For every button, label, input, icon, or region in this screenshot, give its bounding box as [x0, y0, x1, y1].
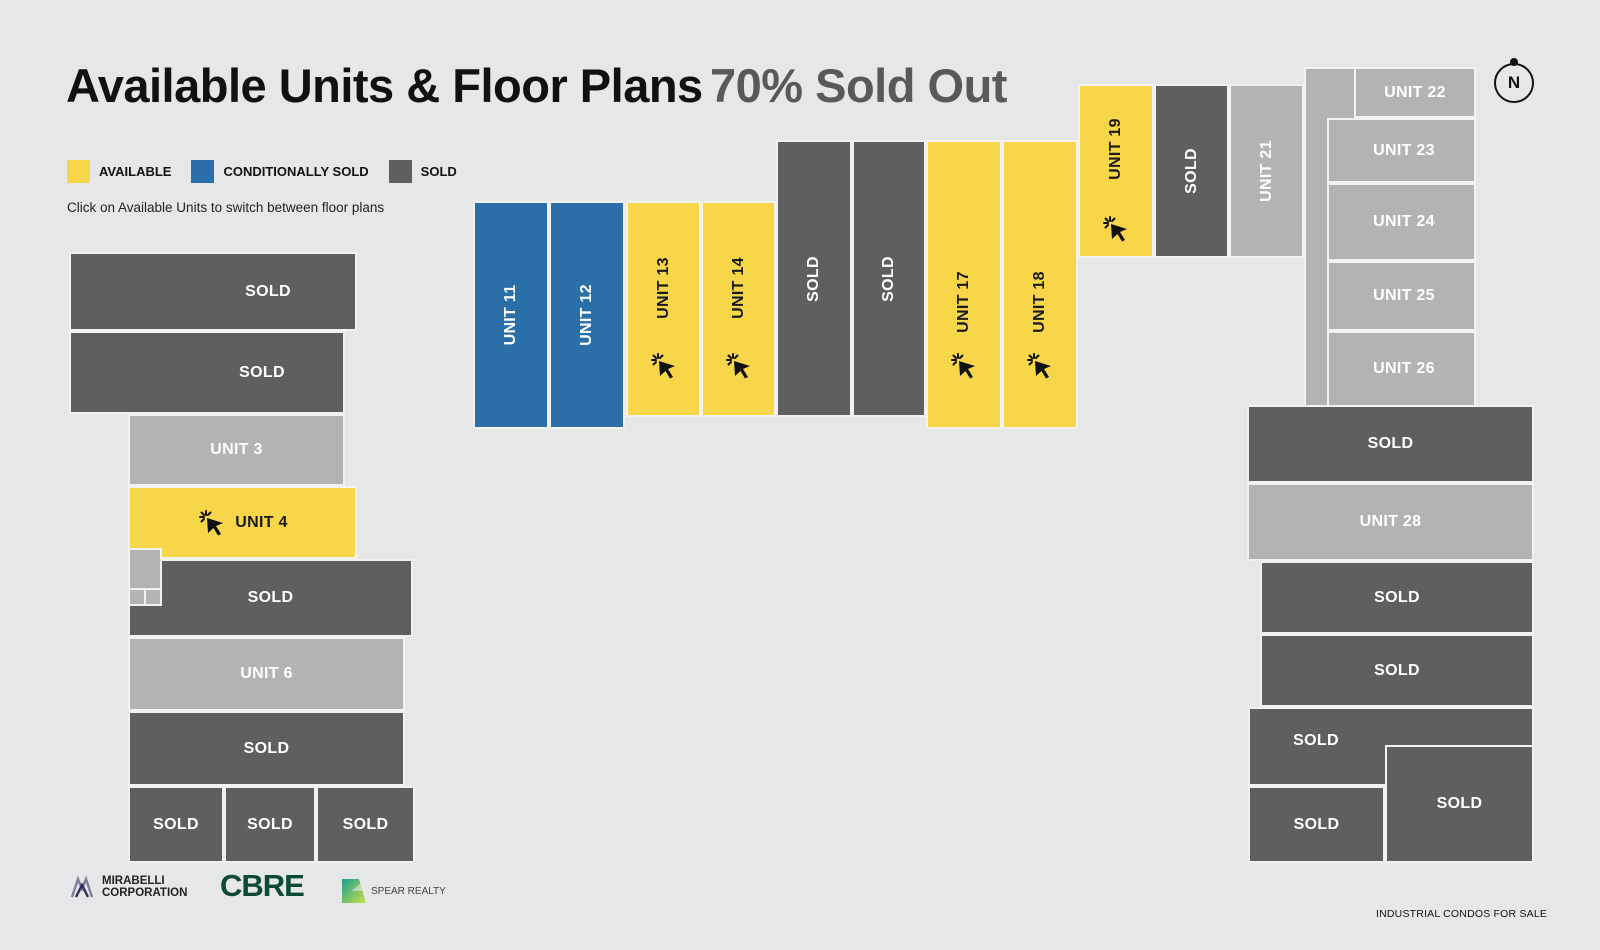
spear-realty-logo-mark [342, 879, 366, 903]
east-unit-23: UNIT 23 [1327, 118, 1476, 183]
click-cursor-icon [1025, 351, 1055, 381]
legend-label-sold: SOLD [420, 164, 457, 179]
west-unit-3: UNIT 3 [128, 414, 345, 486]
unit-label: SOLD [805, 255, 822, 302]
click-cursor-icon [197, 508, 227, 538]
legend-label-available: AVAILABLE [99, 164, 172, 179]
unit-label: UNIT 13 [654, 256, 672, 319]
unit-label: SOLD [153, 815, 199, 833]
unit-label: SOLD [880, 255, 897, 302]
unit-label: SOLD [243, 739, 290, 757]
unit-label: SOLD [1374, 661, 1420, 679]
west-unit-1: SOLD [69, 252, 357, 331]
west-unit-6: UNIT 6 [128, 637, 405, 711]
click-cursor-icon [724, 351, 754, 381]
north-unit-20: SOLD [1154, 84, 1229, 258]
north-unit-16: SOLD [852, 140, 926, 417]
west-unit-2: SOLD [69, 331, 345, 414]
legend-swatch-available [67, 160, 90, 183]
east-unit-27: SOLD [1247, 405, 1534, 483]
north-unit-11: UNIT 11 [473, 201, 549, 429]
legend: AVAILABLE CONDITIONALLY SOLD SOLD [67, 160, 477, 183]
north-unit-17[interactable]: UNIT 17 [926, 140, 1002, 429]
page-title: Available Units & Floor Plans [66, 59, 703, 112]
unit-label: UNIT 26 [1373, 360, 1435, 377]
click-cursor-icon [1101, 214, 1131, 244]
north-compass-icon: N [1494, 63, 1534, 103]
legend-swatch-sold [388, 160, 412, 183]
east-unit-22: UNIT 22 [1354, 67, 1476, 118]
instruction-text: Click on Available Units to switch betwe… [67, 200, 385, 215]
compass-marker [1510, 58, 1518, 66]
unit-label: UNIT 24 [1373, 213, 1435, 230]
unit-label: UNIT 25 [1373, 287, 1435, 304]
unit-label: UNIT 22 [1384, 83, 1446, 101]
west-unit-10: SOLD [316, 786, 415, 863]
unit-label: UNIT 21 [1257, 140, 1275, 202]
mirabelli-logo-text: MIRABELLI CORPORATION [102, 875, 188, 899]
legend-label-conditionally-sold: CONDITIONALLY SOLD [223, 164, 369, 179]
unit-label: UNIT 3 [210, 441, 263, 458]
unit-label: UNIT 28 [1359, 513, 1422, 530]
legend-swatch-conditionally-sold [191, 160, 215, 183]
unit-label: UNIT 11 [502, 284, 519, 346]
north-unit-21: UNIT 21 [1229, 84, 1304, 258]
click-cursor-icon [649, 351, 679, 381]
unit-label: UNIT 4 [235, 513, 288, 531]
unit-label: UNIT 12 [578, 284, 595, 346]
north-unit-15: SOLD [776, 140, 852, 417]
north-unit-14[interactable]: UNIT 14 [701, 201, 776, 417]
click-cursor-icon [949, 351, 979, 381]
mirabelli-logo-mark [70, 875, 94, 898]
east-unit-29: SOLD [1260, 561, 1534, 634]
unit-label: SOLD [1367, 435, 1414, 452]
utility-room [128, 548, 162, 590]
spear-realty-logo-text: SPEAR REALTY [371, 885, 446, 897]
west-unit-8: SOLD [128, 786, 224, 863]
footer-tagline: INDUSTRIAL CONDOS FOR SALE [1376, 908, 1548, 920]
unit-label: SOLD [342, 815, 389, 833]
north-unit-18[interactable]: UNIT 18 [1002, 140, 1078, 429]
spear-realty-logo: SPEAR REALTY [341, 878, 446, 904]
unit-label: UNIT 14 [729, 256, 747, 319]
west-unit-9: SOLD [224, 786, 316, 863]
west-unit-4[interactable]: UNIT 4 [128, 486, 357, 559]
north-unit-19[interactable]: UNIT 19 [1078, 84, 1154, 258]
north-unit-13[interactable]: UNIT 13 [626, 201, 701, 417]
unit-label: UNIT 6 [240, 665, 293, 682]
sold-out-status: 70% Sold Out [710, 59, 1007, 112]
west-unit-5: SOLD [128, 559, 413, 637]
unit-label: SOLD [1293, 731, 1339, 749]
north-unit-12: UNIT 12 [549, 201, 625, 429]
unit-label: SOLD [247, 815, 293, 833]
west-unit-7: SOLD [128, 711, 405, 786]
unit-label: SOLD [1293, 815, 1340, 833]
unit-label: SOLD [1374, 588, 1420, 606]
unit-label: SOLD [1182, 148, 1200, 194]
east-unit-33: SOLD [1385, 745, 1534, 863]
east-unit-32: SOLD [1248, 786, 1385, 863]
east-unit-24: UNIT 24 [1327, 183, 1476, 261]
unit-label: SOLD [245, 282, 291, 300]
east-unit-28: UNIT 28 [1247, 483, 1534, 561]
unit-label: SOLD [1436, 795, 1483, 812]
unit-label: UNIT 19 [1107, 118, 1124, 180]
unit-label: SOLD [247, 589, 294, 606]
east-unit-25: UNIT 25 [1327, 261, 1476, 331]
unit-label: UNIT 18 [1031, 270, 1048, 333]
mirabelli-logo: MIRABELLI CORPORATION [70, 875, 198, 899]
unit-label: SOLD [239, 363, 285, 381]
unit-label: UNIT 17 [955, 270, 972, 333]
cbre-logo: CBRE [220, 868, 305, 903]
utility-room [144, 588, 162, 606]
unit-label: UNIT 23 [1373, 141, 1435, 159]
east-unit-26: UNIT 26 [1327, 331, 1476, 407]
east-unit-30: SOLD [1260, 634, 1534, 707]
